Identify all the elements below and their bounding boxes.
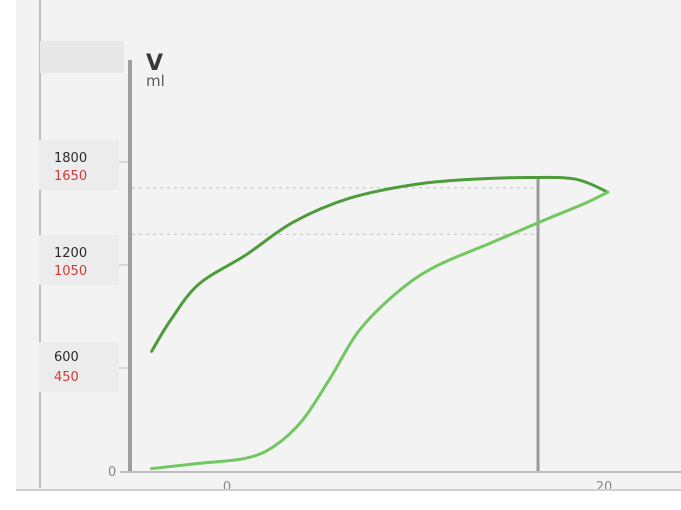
y-tick-box-1800 xyxy=(39,140,119,190)
y-tick-label-red-450: 450 xyxy=(54,370,79,385)
y-tick-box-600 xyxy=(39,342,119,392)
x-tick-label-0: 0 xyxy=(223,480,231,495)
chart-plot-area xyxy=(132,175,610,472)
y-tick-label-1800: 1800 xyxy=(54,151,87,166)
y-tick-label-red-1050: 1050 xyxy=(54,264,87,279)
plot-background xyxy=(16,0,681,490)
series-line-lower xyxy=(150,190,610,471)
y-axis-label: V xyxy=(146,51,163,76)
y-tick-label-0: 0 xyxy=(108,465,116,480)
y-tick-label-1200: 1200 xyxy=(54,246,87,261)
y-tick-box-1200 xyxy=(39,235,119,285)
label-box-empty xyxy=(40,41,124,73)
x-tick-label-20: 20 xyxy=(596,480,613,495)
y-tick-label-600: 600 xyxy=(54,350,79,365)
y-tick-label-red-1650: 1650 xyxy=(54,169,87,184)
series-line-inspiration-upper xyxy=(150,175,610,353)
y-axis-unit: ml xyxy=(146,72,165,90)
